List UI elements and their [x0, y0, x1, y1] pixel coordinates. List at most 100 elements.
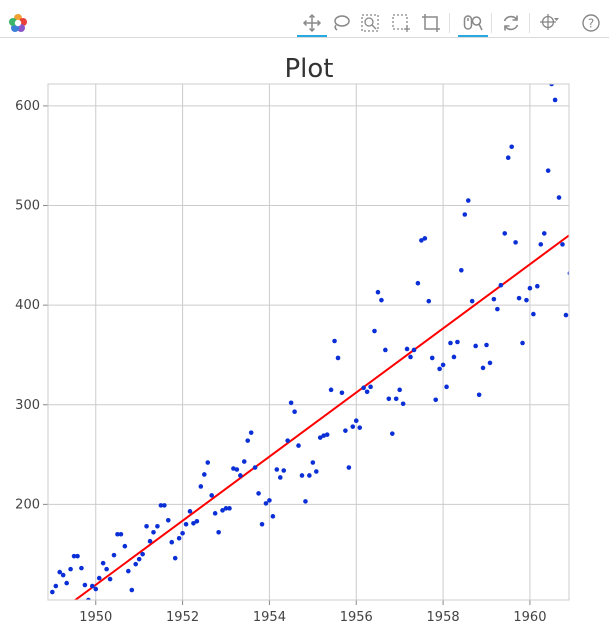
scatter-point [339, 390, 345, 396]
scatter-point [459, 267, 464, 273]
scatter-point [129, 587, 135, 593]
scatter-point [292, 409, 297, 415]
scatter-point [364, 389, 370, 395]
scatter-point [516, 295, 522, 301]
y-axis: 200 300 400 500 600 [15, 84, 49, 600]
zoom-select-tool[interactable] [357, 10, 383, 36]
scatter-point [296, 443, 301, 448]
scatter-point [68, 566, 73, 572]
pan-tool[interactable] [297, 10, 327, 37]
scatter-point [245, 438, 251, 443]
scatter-point [520, 340, 525, 346]
scatter-point [469, 298, 475, 304]
scatter-point [209, 493, 214, 498]
scatter-point [194, 519, 200, 524]
scatter-point [205, 460, 211, 465]
scatter-point [285, 438, 290, 443]
scatter-point [513, 240, 518, 245]
scatter-point [350, 424, 356, 429]
grid [48, 84, 569, 600]
scatter-point [397, 387, 402, 393]
scatter-point [241, 459, 247, 464]
toolbar-underline [0, 37, 609, 38]
scatter-point [379, 297, 384, 303]
scatter-point [411, 347, 417, 353]
scatter-point [476, 392, 482, 398]
scatter-point [328, 387, 334, 393]
lasso-select-tool[interactable] [328, 10, 354, 36]
scatter-point [252, 465, 258, 470]
scatter-point [165, 518, 171, 523]
reset-tool[interactable] [498, 10, 524, 36]
scatter-point [144, 523, 149, 529]
scatter-point [136, 556, 142, 562]
scatter-point [498, 282, 504, 288]
scatter-point [79, 565, 84, 571]
scatter-point [404, 346, 410, 352]
lasso-icon [334, 15, 350, 31]
scatter-point [223, 506, 229, 511]
scatter-point [122, 543, 128, 549]
scatter-point [346, 465, 352, 470]
bokeh-logo[interactable] [8, 13, 28, 33]
scatter-point [415, 280, 421, 286]
scatter-point [169, 539, 175, 545]
scatter-point [549, 84, 554, 87]
help-tool[interactable]: ? [578, 10, 604, 36]
scatter-point [535, 283, 540, 289]
scatter-point [100, 560, 106, 566]
scatter-point [202, 472, 207, 477]
regression-line [73, 234, 569, 600]
scatter-point [248, 430, 254, 435]
scatter-point [433, 397, 439, 403]
scatter-point [198, 484, 204, 489]
scatter-point [104, 566, 109, 572]
scatter-point [372, 328, 377, 334]
x-tick-label: 1954 [253, 610, 286, 625]
scatter-point [118, 531, 124, 537]
scatter-point [368, 384, 373, 390]
scatter-point [86, 597, 91, 600]
scatter-point [183, 521, 189, 527]
scatter-point [538, 242, 544, 247]
scatter-point [480, 365, 486, 371]
scatter-point [310, 460, 316, 465]
scatter-point [227, 506, 232, 511]
scatter-point [462, 212, 468, 217]
scatter-point [473, 343, 478, 349]
scatter-point [563, 312, 569, 318]
reset-icon [503, 15, 519, 31]
scatter-point [541, 231, 547, 236]
scatter-point [96, 575, 102, 581]
box-zoom-tool[interactable] [418, 10, 444, 36]
y-tick-label: 300 [15, 398, 40, 413]
x-tick-label: 1958 [427, 610, 460, 625]
scatter-point [231, 466, 236, 471]
scatter-point [383, 347, 388, 353]
scatter-point [419, 238, 424, 243]
x-tick-label: 1952 [166, 610, 199, 625]
scatter-point [545, 168, 551, 173]
scatter-point [389, 431, 395, 436]
wheel-zoom-tool[interactable] [458, 10, 488, 37]
scatter-point [422, 236, 428, 241]
scatter-point [288, 400, 294, 406]
scatter-point [444, 384, 449, 390]
scatter-point [448, 340, 453, 346]
plot-frame [47, 83, 570, 601]
box-zoom-icon [422, 14, 440, 32]
crosshair-tool[interactable] [536, 10, 562, 36]
box-select-icon [392, 14, 410, 32]
scatter-point [140, 551, 145, 557]
scatter-point [111, 552, 117, 558]
scatter-point [426, 298, 432, 304]
box-select-tool[interactable] [388, 10, 414, 36]
y-tick-label: 600 [15, 99, 40, 114]
scatter-point [155, 523, 160, 529]
y-tick-label: 200 [15, 497, 40, 512]
x-axis: 1950 1952 1954 1956 1958 1960 [48, 599, 569, 625]
scatter-point [267, 498, 272, 503]
scatter-point [299, 473, 305, 478]
scatter-point [560, 242, 565, 247]
